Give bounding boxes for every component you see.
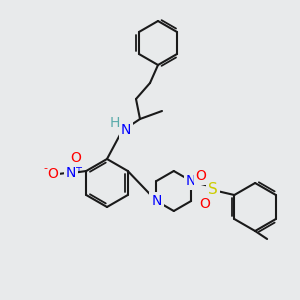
Text: N: N [151, 194, 162, 208]
Text: N: N [186, 174, 196, 188]
Text: H: H [110, 116, 120, 130]
Text: S: S [208, 182, 218, 196]
Text: O: O [196, 169, 206, 183]
Text: O: O [200, 197, 211, 211]
Text: O: O [70, 151, 81, 165]
Text: N: N [66, 166, 76, 180]
Text: -: - [43, 163, 47, 173]
Text: O: O [47, 167, 58, 181]
Text: +: + [74, 163, 82, 173]
Text: N: N [121, 123, 131, 137]
